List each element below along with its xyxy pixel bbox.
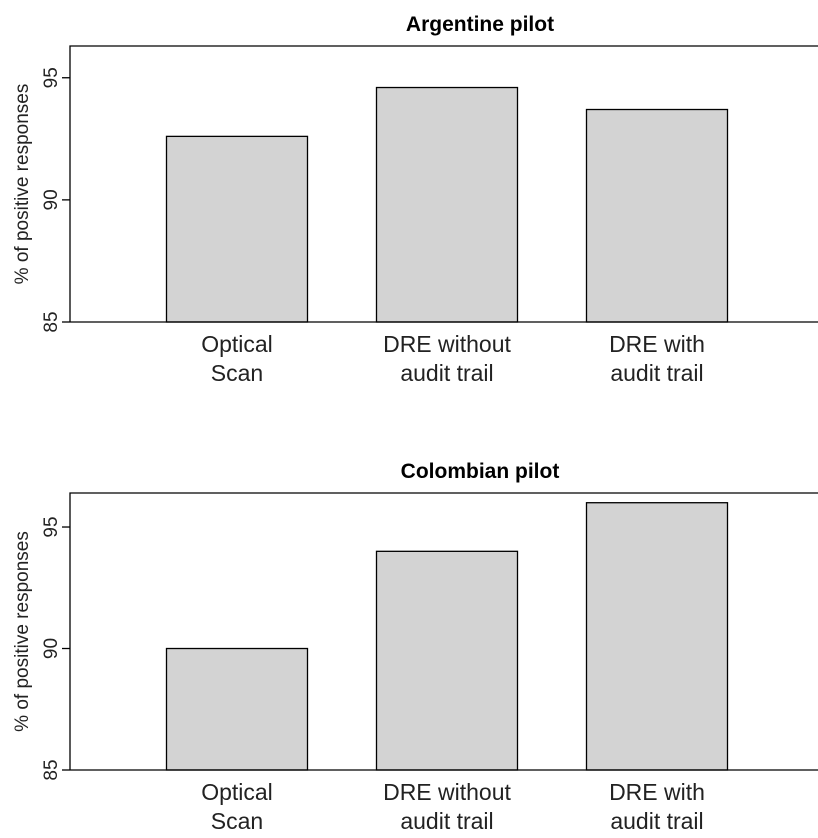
bar-2	[585, 502, 729, 771]
y-tick-label: 85	[41, 311, 62, 332]
bar-0	[165, 135, 309, 323]
bar-1	[375, 550, 519, 771]
chart-title: Argentine pilot	[406, 13, 554, 36]
category-label: DRE with	[609, 331, 705, 357]
category-label: Scan	[211, 808, 263, 834]
chart-title: Colombian pilot	[401, 460, 560, 483]
category-label: Scan	[211, 360, 263, 386]
y-axis-label: % of positive responses	[12, 531, 33, 732]
y-tick-label: 95	[41, 67, 62, 88]
category-label: DRE without	[383, 331, 511, 357]
plot-frame	[69, 492, 818, 771]
y-axis-label: % of positive responses	[12, 84, 33, 285]
category-label: audit trail	[610, 360, 703, 386]
y-tick-label: 95	[41, 516, 62, 537]
y-tick-label: 90	[41, 189, 62, 210]
bar-1	[375, 86, 519, 323]
plot-frame	[69, 45, 818, 323]
y-tick-label: 90	[41, 638, 62, 659]
category-label: DRE without	[383, 779, 511, 805]
category-label: audit trail	[400, 808, 493, 834]
category-label: Optical	[201, 331, 273, 357]
bar-2	[585, 108, 729, 323]
category-label: audit trail	[400, 360, 493, 386]
chart-panel-1: Colombian pilot % of positive responses 85…	[12, 460, 818, 834]
y-tick-label: 85	[41, 759, 62, 780]
category-label: audit trail	[610, 808, 703, 834]
bar-0	[165, 647, 309, 771]
chart-panel-0: Argentine pilot % of positive responses 85…	[12, 13, 818, 386]
category-label: Optical	[201, 779, 273, 805]
category-label: DRE with	[609, 779, 705, 805]
